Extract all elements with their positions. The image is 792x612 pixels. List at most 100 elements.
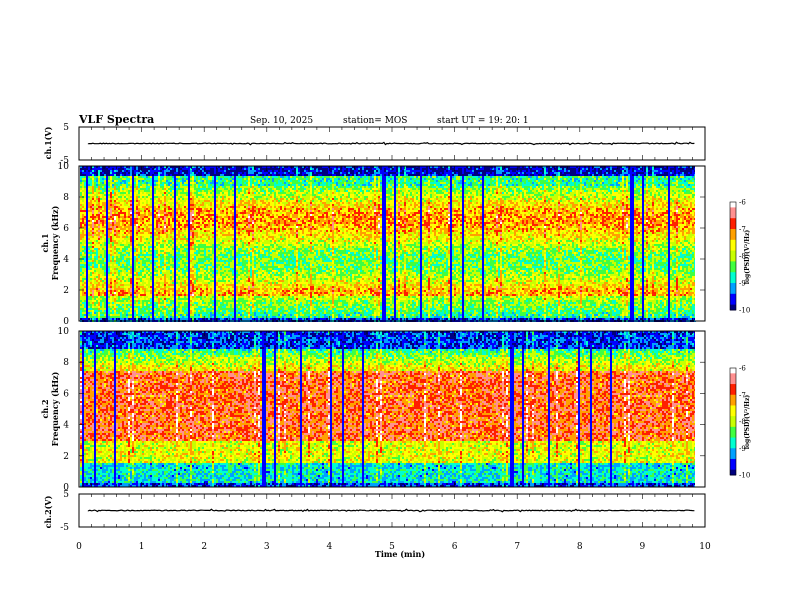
ch1-spectrogram-cell (92, 182, 94, 184)
ch1-spectrogram-cell (112, 266, 114, 268)
ch1-spectrogram-cell (88, 260, 90, 262)
ch1-spectrogram-cell (82, 234, 84, 236)
ch1-spectrogram-cell (104, 198, 106, 200)
ch1-spectrogram-cell (112, 206, 114, 208)
ch1-spectrogram-cell (114, 276, 116, 278)
ch1-spectrogram-cell (98, 176, 100, 178)
ch1-spectrogram-cell (114, 218, 116, 220)
ch1-spectrogram-cell (108, 316, 110, 318)
ch1-spectrogram-cell (98, 224, 100, 226)
ch1-spectrogram-cell (112, 268, 114, 270)
ch1-spectrogram-cell (102, 176, 104, 178)
ch1-spectrogram-cell (94, 216, 96, 218)
ch1-spectrogram-cell (108, 312, 110, 314)
ch1-spectrogram-cell (98, 294, 100, 296)
ch1-spectrogram-cell (94, 284, 96, 286)
ch1-spectrogram-cell (110, 210, 112, 212)
ch1-spectrogram-cell (98, 182, 100, 184)
ch1-spectrogram-cell (98, 274, 100, 276)
ch1-spectrogram-cell (106, 212, 108, 214)
ch1-spectrogram-cell (104, 226, 106, 228)
ch1-spectrogram-cell (114, 176, 116, 178)
ch1-spectrogram-cell (100, 208, 102, 210)
ch1-spectrogram-cell (114, 282, 116, 284)
ch1-spectrogram-cell (108, 310, 110, 312)
ch1-spectrogram-cell (92, 194, 94, 196)
ch1-spectrogram-cell (104, 286, 106, 288)
ch1-spectrogram-cell (106, 228, 108, 230)
ch1-spectrogram-cell (80, 294, 82, 296)
ch1-spectrogram-cell (110, 306, 112, 308)
ch1-spectrogram-cell (106, 296, 108, 298)
ch1-spectrogram-cell (82, 286, 84, 288)
ch1-spectrogram-cell (100, 248, 102, 250)
ch1-spectrogram-cell (112, 310, 114, 312)
ch1-spectrogram-cell (88, 248, 90, 250)
ch1-spectrogram-cell (112, 228, 114, 230)
ch1-spectrogram-cell (94, 204, 96, 206)
ch1-spectrogram-cell (92, 318, 94, 320)
ch1-spectrogram-cell (108, 302, 110, 304)
ch1-spectrogram-cell (104, 214, 106, 216)
ch1-spectrogram-cell (82, 250, 84, 252)
ch1-spectrogram-cell (110, 292, 112, 294)
ch1-spectrogram-cell (88, 186, 90, 188)
ch1-spectrogram-cell (82, 176, 84, 178)
ch1-spectrogram-cell (106, 206, 108, 208)
ch1-spectrogram-cell (90, 280, 92, 282)
ch1-spectrogram-cell (108, 174, 110, 176)
ch1-spectrogram-cell (88, 224, 90, 226)
ch1-spectrogram-cell (108, 306, 110, 308)
ch1-spectrogram-cell (96, 272, 98, 274)
ch1-spectrogram-cell (102, 168, 104, 170)
ch1-spectrogram-cell (104, 220, 106, 222)
ch1-spectrogram-cell (80, 274, 82, 276)
ch1-spectrogram-cell (110, 208, 112, 210)
ch1-spectrogram-cell (92, 316, 94, 318)
ch1-spectrogram-cell (106, 246, 108, 248)
ch1-spectrogram-cell (100, 224, 102, 226)
ch1-spectrogram-cell (94, 210, 96, 212)
ch1-spectrogram-cell (80, 188, 82, 190)
ch1-spectrogram-cell (80, 222, 82, 224)
ch1-spectrogram-cell (102, 292, 104, 294)
ch1-spectrogram-cell (104, 276, 106, 278)
ch1-spectrogram-cell (94, 226, 96, 228)
ch1-spectrogram-cell (98, 310, 100, 312)
ch1-spectrogram-cell (84, 258, 86, 260)
ch1-spectrogram-cell (102, 206, 104, 208)
ch1-spectrogram-cell (96, 182, 98, 184)
ch1-spectrogram-cell (98, 304, 100, 306)
ch1-spectrogram-cell (106, 174, 108, 176)
ch1-spectrogram-cell (104, 224, 106, 226)
ch1-spectrogram-cell (82, 252, 84, 254)
ch1-spectrogram-cell (82, 236, 84, 238)
ch1-spectrogram-cell (82, 244, 84, 246)
ch1-spectrogram-cell (114, 268, 116, 270)
ch1-spectrogram-cell (108, 178, 110, 180)
ch1-spectrogram-cell (104, 234, 106, 236)
ch1-spectrogram-cell (100, 306, 102, 308)
ch1-spectrogram-cell (90, 296, 92, 298)
ch1-spectrogram-cell (108, 230, 110, 232)
ch1-spectrogram-cell (80, 254, 82, 256)
ch1-spectrogram-cell (98, 228, 100, 230)
ch1-spectrogram-cell (86, 194, 88, 196)
ch1-spectrogram-cell (112, 258, 114, 260)
ch1-spectrogram-cell (88, 264, 90, 266)
ch1-spectrogram-cell (82, 182, 84, 184)
ch1-spectrogram-cell (112, 236, 114, 238)
ch1-spectrogram-cell (108, 288, 110, 290)
ch1-spectrogram-cell (80, 286, 82, 288)
ch1-spectrogram-cell (86, 218, 88, 220)
ch1-spectrogram-cell (102, 234, 104, 236)
ch1-spectrogram-cell (114, 232, 116, 234)
ch1-spectrogram-cell (114, 280, 116, 282)
ch1-spectrogram-cell (88, 318, 90, 320)
ch1-spectrogram-cell (88, 258, 90, 260)
ch1-spectrogram-cell (114, 264, 116, 266)
ch1-spectrogram-cell (104, 316, 106, 318)
ch1-spectrogram-cell (108, 274, 110, 276)
ch1-spectrogram-cell (96, 218, 98, 220)
ch1-spectrogram-cell (114, 202, 116, 204)
